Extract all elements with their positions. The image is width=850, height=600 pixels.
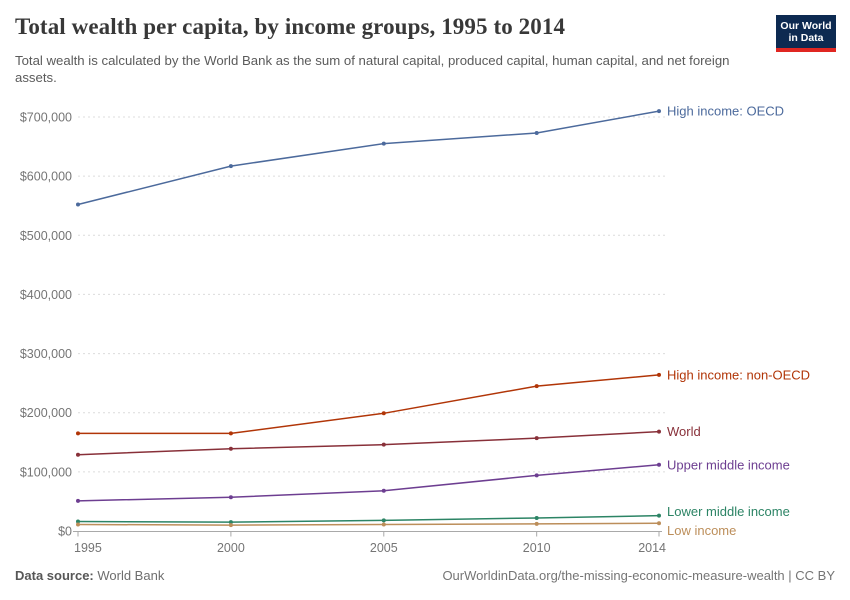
series-point-upper-middle-income [381,488,386,493]
series-point-high-income-non-oecd [657,372,661,377]
y-tick-label: $500,000 [20,229,72,243]
series-label-high-income-non-oecd: High income: non-OECD [667,367,810,382]
series-line-world [77,430,660,456]
series-point-high-income-non-oecd [228,431,233,436]
x-tick-label: 2000 [217,541,245,555]
chart-subtitle: Total wealth is calculated by the World … [15,53,730,86]
series-point-lower-middle-income [381,518,386,523]
owid-url-link[interactable]: OurWorldinData.org/the-missing-economic-… [442,568,835,583]
owid-logo-line2: in Data [788,31,824,44]
series-label-world: World [667,424,701,439]
line-chart: $0 $100,000 $200,000 $300,000 $400,000 $500,0… [20,104,810,555]
data-source-label: Data source: [15,568,94,583]
y-tick-label: $200,000 [20,406,72,420]
series-point-low-income [534,521,539,526]
series-line-high-income-oecd [77,110,660,206]
series-point-high-income-oecd [534,130,539,135]
y-tick-label: $400,000 [20,288,72,302]
series-point-world [534,436,539,441]
series-line-low-income [77,522,660,526]
series-label-low-income: Low income [667,523,736,538]
series-point-world [381,442,386,447]
series-point-lower-middle-income [534,515,539,520]
y-tick-label: $0 [58,525,72,539]
series-point-world [228,446,233,451]
series-point-world [657,429,661,434]
series-point-high-income-non-oecd [381,411,386,416]
chart-title: Total wealth per capita, by income group… [15,14,566,39]
y-tick-label: $300,000 [20,347,72,361]
series-point-high-income-oecd [657,109,661,114]
series-point-upper-middle-income [228,495,233,500]
x-tick-label: 2010 [523,541,551,555]
series-label-upper-middle-income: Upper middle income [667,457,790,472]
x-tick-label: 2014 [638,541,666,555]
series-point-low-income [381,522,386,527]
series-point-high-income-oecd [76,202,80,207]
series-point-high-income-oecd [228,164,233,169]
series-label-lower-middle-income: Lower middle income [667,504,790,519]
series-label-high-income-oecd: High income: OECD [667,104,784,119]
series-point-high-income-oecd [381,141,386,146]
owid-logo[interactable]: Our World in Data [776,15,836,52]
series-line-upper-middle-income [77,464,660,502]
series-point-world [76,452,80,457]
chart-footer: Data source: World Bank OurWorldinData.o… [15,568,835,583]
series-point-low-income [657,521,661,526]
data-source-value: World Bank [93,568,165,583]
series-line-lower-middle-income [77,514,660,523]
series-point-lower-middle-income [228,520,233,525]
owid-logo-line1: Our World [780,19,832,32]
series-point-upper-middle-income [657,462,661,467]
x-tick-label: 2005 [370,541,398,555]
series-point-high-income-non-oecd [76,431,80,436]
series-point-low-income [228,523,233,528]
series-point-lower-middle-income [76,519,80,524]
series-point-high-income-non-oecd [534,384,539,389]
series-point-upper-middle-income [76,498,80,503]
series-point-low-income [76,522,80,527]
series-point-lower-middle-income [657,513,661,518]
y-tick-label: $700,000 [20,111,72,125]
y-tick-label: $600,000 [20,170,72,184]
x-tick-label: 1995 [74,541,102,555]
data-source: Data source: World Bank [15,568,164,583]
series-line-high-income-non-oecd [78,374,660,435]
y-tick-label: $100,000 [20,465,72,479]
series-point-upper-middle-income [534,473,539,478]
